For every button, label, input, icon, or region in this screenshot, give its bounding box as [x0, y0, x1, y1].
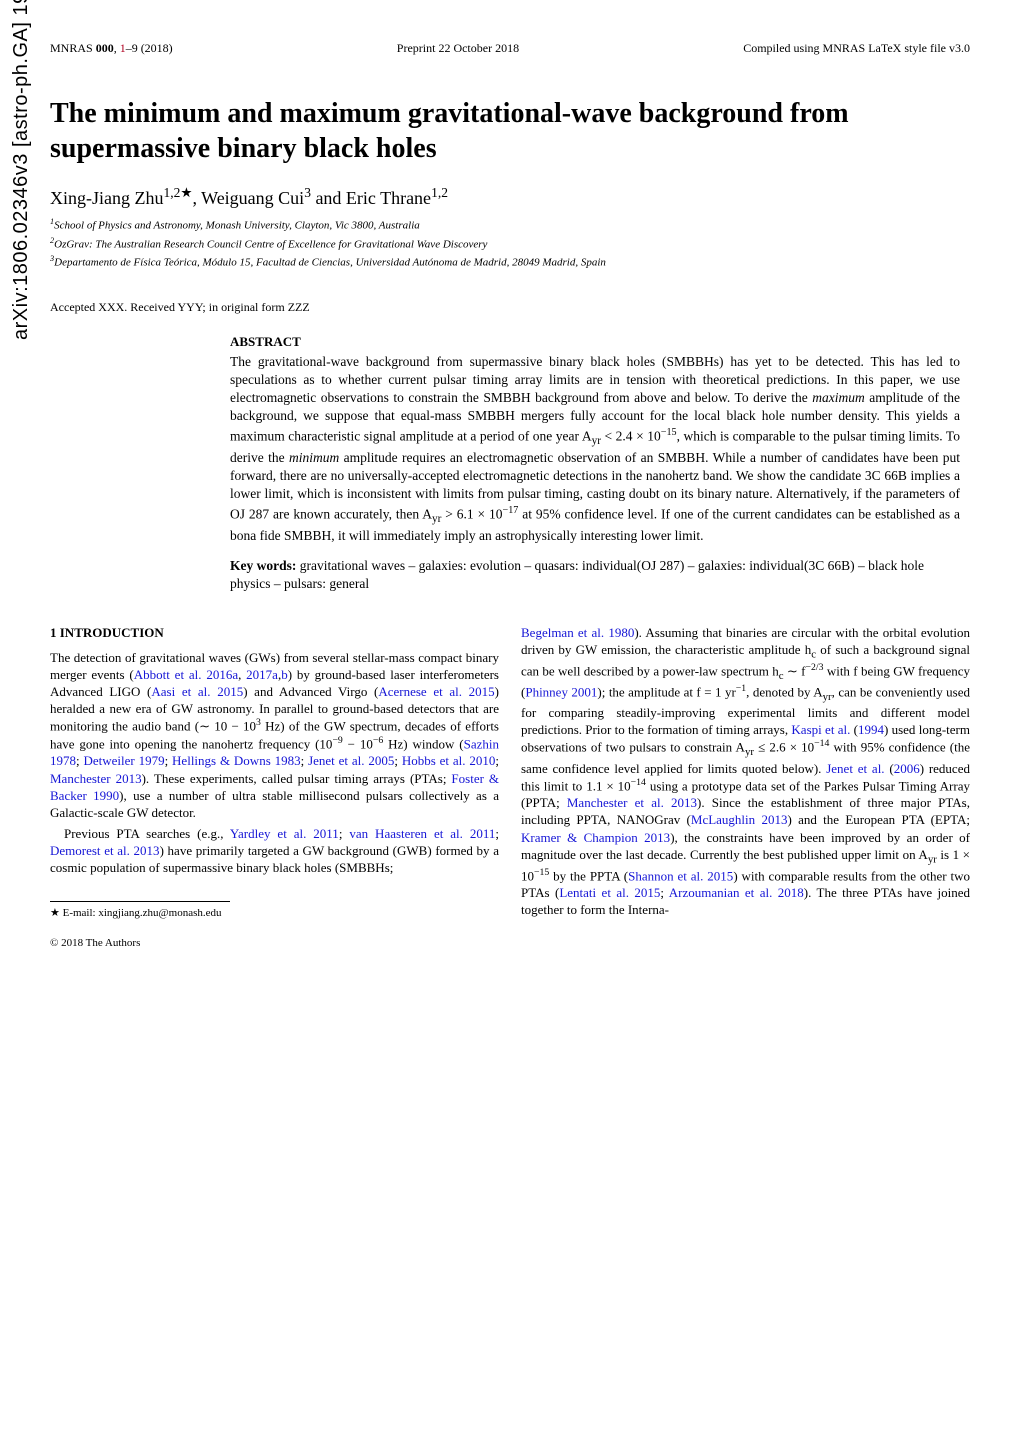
- intro-para-2: Previous PTA searches (e.g., Yardley et …: [50, 825, 499, 876]
- right-column: Begelman et al. 1980). Assuming that bin…: [521, 624, 970, 951]
- intro-para-2-cont: Begelman et al. 1980). Assuming that bin…: [521, 624, 970, 919]
- header-right: Compiled using MNRAS LaTeX style file v3…: [743, 40, 970, 56]
- cite-jenet-2006-year[interactable]: 2006: [894, 761, 920, 776]
- cite-jenet-2005[interactable]: Jenet et al. 2005: [308, 753, 394, 768]
- cite-begelman-1980[interactable]: Begelman et al. 1980: [521, 625, 634, 640]
- affiliation-1: 1School of Physics and Astronomy, Monash…: [50, 216, 970, 234]
- copyright: © 2018 The Authors: [50, 936, 499, 951]
- cite-detweiler-1979[interactable]: Detweiler 1979: [83, 753, 164, 768]
- section-1-heading: 1 INTRODUCTION: [50, 624, 499, 641]
- arxiv-id: arXiv:1806.02346v3 [astro-ph.GA] 19 Oct …: [8, 0, 35, 340]
- cite-abbott-2016a[interactable]: Abbott et al. 2016a: [134, 667, 238, 682]
- header-left: MNRAS 000, 1–9 (2018): [50, 40, 173, 56]
- cite-manchester-2013[interactable]: Manchester 2013: [50, 771, 142, 786]
- corresponding-author-footnote: ★ E-mail: xingjiang.zhu@monash.edu: [50, 901, 230, 921]
- header-center: Preprint 22 October 2018: [397, 40, 519, 56]
- cite-vanhaasteren-2011[interactable]: van Haasteren et al. 2011: [349, 826, 495, 841]
- cite-hobbs-2010[interactable]: Hobbs et al. 2010: [402, 753, 496, 768]
- cite-kaspi-1994-year[interactable]: 1994: [858, 722, 884, 737]
- cite-acernese-2015[interactable]: Acernese et al. 2015: [378, 684, 494, 699]
- cite-arzoumanian-2018[interactable]: Arzoumanian et al. 2018: [669, 885, 804, 900]
- cite-manchester-2013b[interactable]: Manchester et al. 2013: [567, 795, 697, 810]
- cite-phinney-2001[interactable]: Phinney 2001: [525, 684, 597, 699]
- cite-kaspi-1994[interactable]: Kaspi et al.: [791, 722, 850, 737]
- cite-aasi-2015[interactable]: Aasi et al. 2015: [151, 684, 243, 699]
- accepted-line: Accepted XXX. Received YYY; in original …: [50, 299, 970, 315]
- body-columns: 1 INTRODUCTION The detection of gravitat…: [50, 624, 970, 951]
- cite-shannon-2015[interactable]: Shannon et al. 2015: [628, 868, 733, 883]
- affiliation-3: 3Departamento de Física Teórica, Módulo …: [50, 253, 970, 271]
- cite-jenet-2006[interactable]: Jenet et al.: [826, 761, 884, 776]
- keywords: Key words: gravitational waves – galaxie…: [230, 557, 960, 593]
- intro-para-1: The detection of gravitational waves (GW…: [50, 649, 499, 821]
- paper-title: The minimum and maximum gravitational-wa…: [50, 96, 970, 166]
- abstract-heading: ABSTRACT: [230, 333, 960, 351]
- running-header: MNRAS 000, 1–9 (2018) Preprint 22 Octobe…: [50, 40, 970, 56]
- cite-lentati-2015[interactable]: Lentati et al. 2015: [559, 885, 660, 900]
- cite-demorest-2013[interactable]: Demorest et al. 2013: [50, 843, 160, 858]
- author-list: Xing-Jiang Zhu1,2★, Weiguang Cui3 and Er…: [50, 184, 970, 210]
- left-column: 1 INTRODUCTION The detection of gravitat…: [50, 624, 499, 951]
- abstract: ABSTRACT The gravitational-wave backgrou…: [230, 333, 960, 593]
- affiliation-2: 2OzGrav: The Australian Research Council…: [50, 235, 970, 253]
- cite-mclaughlin-2013[interactable]: McLaughlin 2013: [691, 812, 788, 827]
- cite-hellings-downs-1983[interactable]: Hellings & Downs 1983: [172, 753, 301, 768]
- abstract-text: The gravitational-wave background from s…: [230, 353, 960, 546]
- cite-yardley-2011[interactable]: Yardley et al. 2011: [230, 826, 339, 841]
- cite-abbott-2017a[interactable]: 2017a: [246, 667, 278, 682]
- cite-kramer-champion-2013[interactable]: Kramer & Champion 2013: [521, 830, 670, 845]
